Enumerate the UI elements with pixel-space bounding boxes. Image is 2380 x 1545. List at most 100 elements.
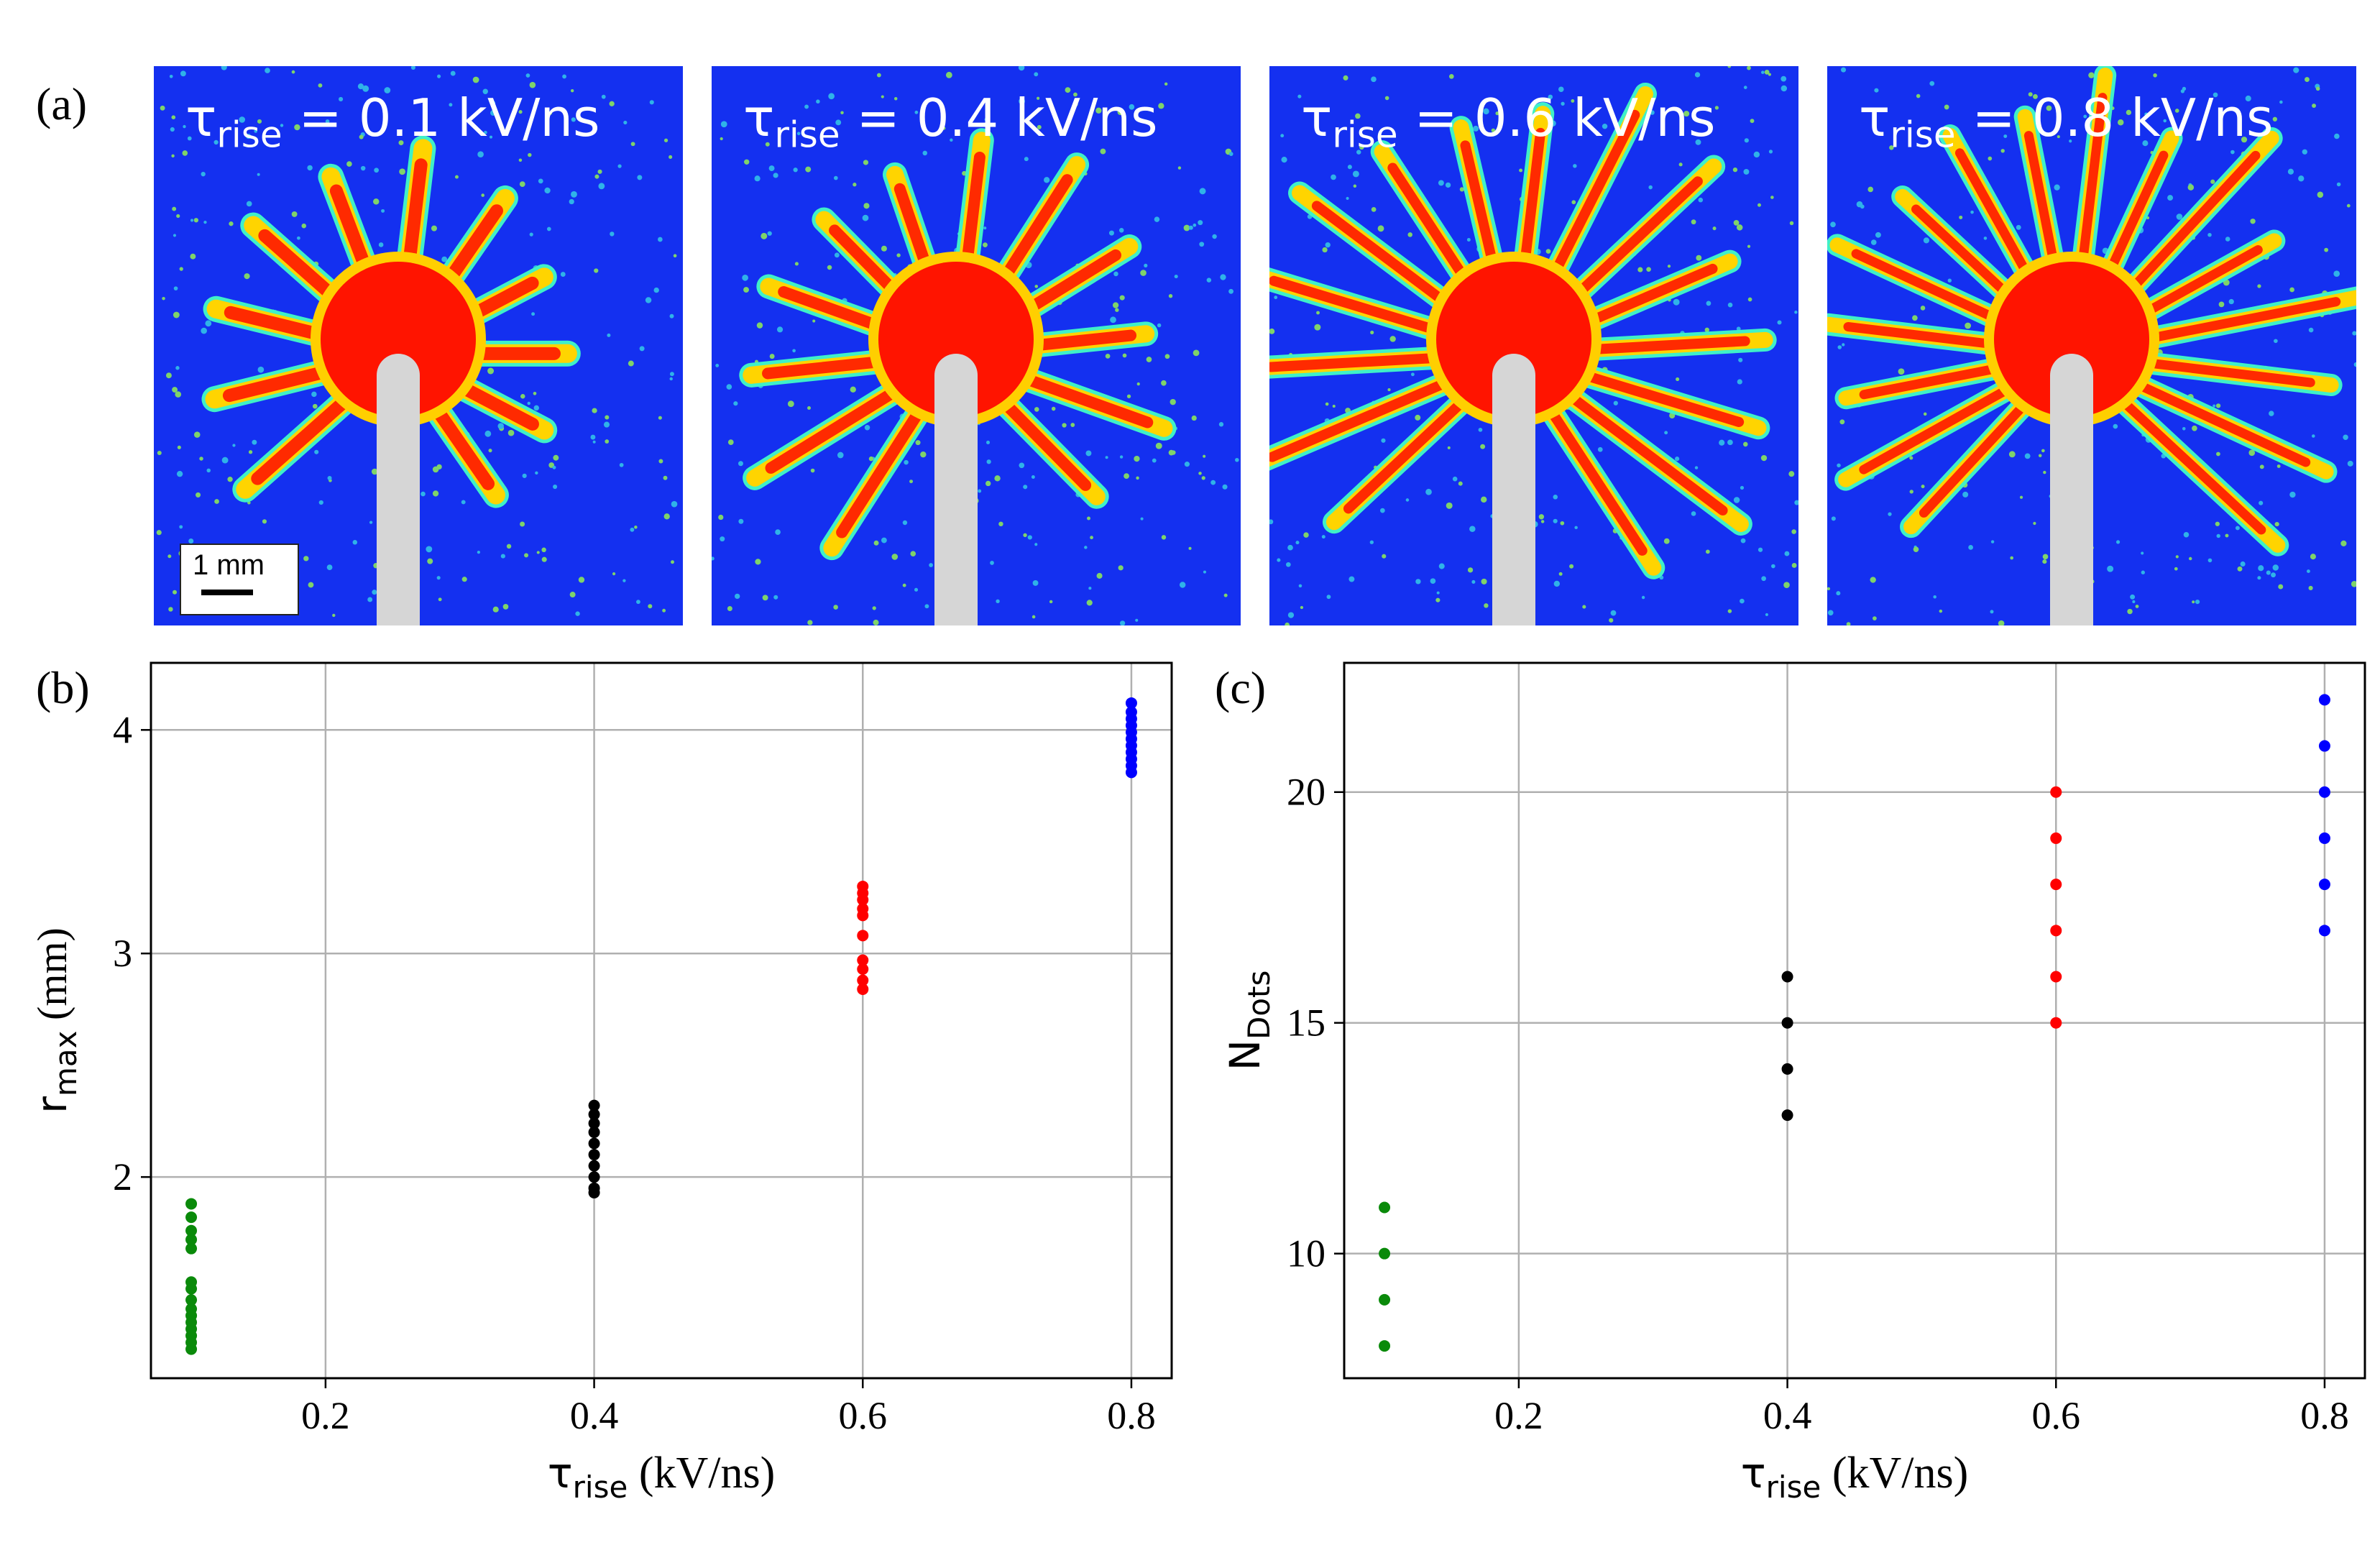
noise-speckle [1471,579,1476,584]
noise-speckle [1203,570,1207,574]
noise-speckle [590,434,596,440]
noise-speckle [1781,75,1787,82]
noise-speckle [1352,170,1359,178]
noise-speckle [2182,86,2187,91]
noise-speckle [902,583,906,587]
y-tick-label: 3 [113,932,132,975]
noise-speckle [524,553,529,558]
noise-speckle [1353,184,1357,188]
noise-speckle [500,554,505,559]
noise-speckle [1119,295,1125,301]
noise-speckle [1839,419,1845,425]
noise-speckle [1916,93,1921,98]
noise-speckle [1347,165,1352,170]
noise-speckle [2308,585,2313,590]
noise-speckle [663,138,668,142]
noise-speckle [2033,521,2036,526]
noise-speckle [1287,544,1293,551]
noise-speckle [881,95,884,98]
noise-speckle [1144,263,1148,267]
noise-speckle [2240,561,2246,567]
noise-speckle [978,489,982,493]
data-point [588,1099,600,1111]
noise-speckle [1287,612,1295,618]
noise-speckle [1322,247,1328,253]
noise-speckle [671,500,678,508]
noise-speckle [2289,287,2294,293]
noise-speckle [673,254,677,258]
noise-speckle [190,253,196,260]
noise-speckle [1298,584,1302,588]
noise-speckle [833,175,838,180]
noise-speckle [1784,551,1790,556]
noise-speckle [1435,597,1441,602]
noise-speckle [2258,565,2264,572]
noise-speckle [1959,215,1963,219]
noise-speckle [325,119,330,124]
noise-speckle [985,480,991,487]
noise-speckle [1146,357,1152,362]
data-point [857,983,869,995]
noise-speckle [1129,104,1135,110]
chart-rmax: 0.2 0.4 0.6 0.8 2 3 4 τrise (kV/ns) rmax (mm) [27,661,1173,1505]
noise-speckle [332,613,336,618]
noise-speckle [1331,174,1336,180]
noise-speckle [609,101,615,106]
noise-speckle [1837,345,1842,349]
noise-speckle [461,577,467,582]
noise-speckle [548,111,553,115]
noise-speckle [796,132,801,136]
noise-speckle [1558,572,1563,576]
noise-speckle [232,444,236,447]
noise-speckle [1188,225,1193,230]
noise-speckle [157,451,162,456]
noise-speckle [1747,297,1752,302]
noise-speckle [1764,69,1770,75]
noise-speckle [1206,278,1212,283]
noise-speckle [2334,133,2340,139]
noise-speckle [1115,308,1119,312]
noise-speckle [449,103,453,107]
noise-speckle [533,391,537,395]
y-axis-label: NDots [1221,971,1277,1071]
noise-speckle [1842,343,1845,347]
noise-speckle [1088,587,1092,590]
noise-speckle [318,500,323,505]
noise-speckle [2142,140,2149,147]
noise-speckle [1356,150,1361,155]
noise-speckle [1664,431,1668,435]
noise-speckle [2016,224,2021,230]
noise-speckle [945,71,952,78]
noise-speckle [172,387,178,393]
noise-speckle [2115,540,2121,544]
noise-speckle [1875,231,1881,238]
noise-speckle [2272,116,2277,122]
noise-speckle [362,85,369,92]
noise-speckle [1944,104,1949,110]
noise-speckle [2010,556,2014,560]
streamer-image-svg [1827,66,2356,625]
noise-speckle [257,119,262,124]
noise-speckle [2187,184,2195,191]
noise-speckle [1758,547,1763,552]
noise-speckle [168,607,173,612]
noise-speckle [311,391,317,398]
noise-speckle [2250,219,2256,224]
noise-speckle [1480,496,1487,503]
noise-speckle [1582,605,1586,609]
noise-speckle [246,134,252,139]
data-point [588,1126,600,1138]
noise-speckle [1425,488,1432,495]
noise-speckle [1574,526,1578,530]
noise-speckle [1481,578,1487,584]
data-point [185,1242,198,1255]
noise-speckle [986,459,991,464]
noise-speckle [1183,224,1190,231]
noise-speckle [553,454,559,461]
noise-speckle [833,605,838,610]
data-point [2050,786,2062,798]
noise-speckle [2336,182,2341,187]
noise-speckle [2218,301,2225,308]
noise-speckle [986,440,991,444]
noise-speckle [645,297,652,303]
